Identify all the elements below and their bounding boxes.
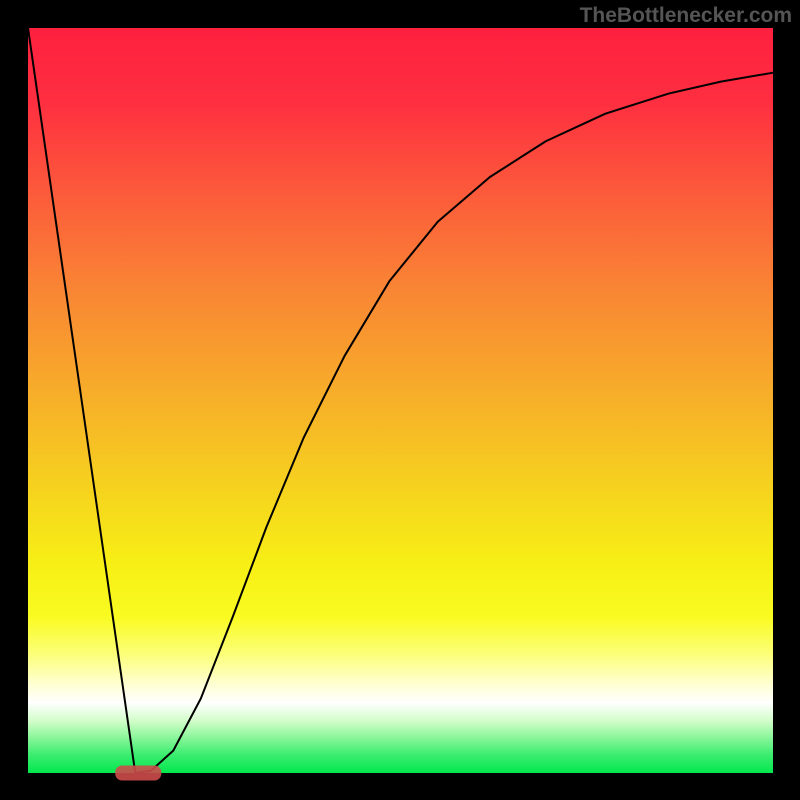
chart-svg xyxy=(0,0,800,800)
attribution-label: TheBottlenecker.com xyxy=(580,4,792,28)
minimum-marker xyxy=(115,766,161,781)
plot-background xyxy=(28,28,773,773)
bottleneck-chart: TheBottlenecker.com xyxy=(0,0,800,800)
